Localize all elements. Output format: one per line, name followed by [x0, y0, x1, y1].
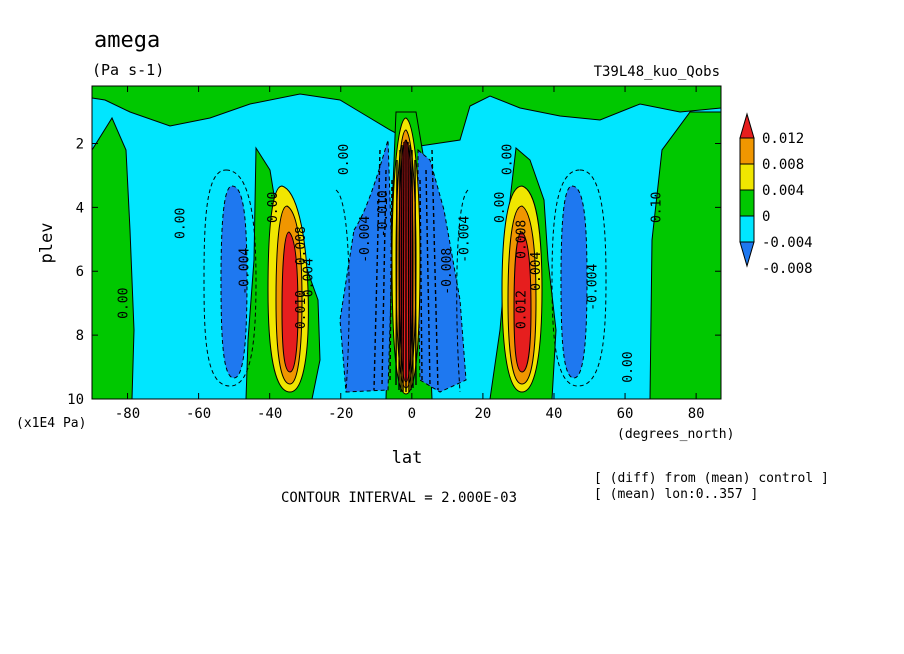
x-tick-label: 40: [546, 406, 563, 422]
contour-label: 0.00: [266, 192, 281, 223]
colorbar-label: 0.012: [762, 131, 804, 147]
y-tick-label: 8: [76, 328, 84, 344]
contour-label: 0.010: [294, 290, 309, 329]
colorbar-label: -0.004: [762, 235, 813, 251]
plot-frame: [91, 85, 722, 400]
x-axis: -80 -60 -40 -20 0 20 40 60 80: [115, 86, 705, 422]
y-axis-label: plev: [37, 223, 57, 264]
blue-south-cell: [220, 185, 248, 379]
y-tick-label: 4: [76, 200, 84, 216]
colorbar-box: [739, 163, 755, 191]
x-tick-label: 60: [617, 406, 634, 422]
colorbar-box: [739, 137, 755, 165]
colorbar-box: [739, 215, 755, 243]
contour-label: 0.00: [337, 144, 352, 175]
chart-title: amega: [94, 28, 160, 53]
x-tick-label: 0: [408, 406, 416, 422]
contour-label: 0.10: [650, 192, 665, 223]
contour-label: -0.008: [440, 248, 455, 295]
colorbar-label: -0.008: [762, 261, 813, 277]
green-south-column: [92, 116, 135, 399]
note-mean: [ (mean) lon:0..357 ]: [594, 487, 758, 502]
contour-label: 0.008: [294, 226, 309, 265]
contour-label: 0.00: [500, 144, 515, 175]
colorbar-label: 0.004: [762, 183, 804, 199]
dashed-contours: [203, 169, 607, 393]
x-tick-label: -80: [115, 406, 140, 422]
colorbar-bottom-arrow: [739, 241, 755, 268]
y-axis: 2 4 6 8 10: [67, 136, 721, 408]
colorbar-label: 0: [762, 209, 770, 225]
contour-label: 0.008: [515, 220, 530, 259]
equator-dense-contours: [373, 140, 439, 393]
chart-units: (Pa s-1): [92, 61, 164, 79]
contour-interval: CONTOUR INTERVAL = 2.000E-03: [281, 490, 517, 506]
contour-labels: 0.000.00-0.0040.000.0080.0040.0100.00-0.…: [117, 144, 665, 383]
contour-label: 0.00: [173, 208, 188, 239]
red-north-cell: [513, 231, 532, 373]
x-tick-label: 20: [474, 406, 491, 422]
x-axis-units: (degrees_north): [617, 427, 734, 442]
contour-label: 0.00: [117, 288, 132, 319]
experiment-label: T39L48_kuo_Qobs: [594, 64, 720, 80]
colorbar: -0.008 -0.004 0 0.004 0.008 0.012: [739, 112, 813, 277]
contour-label: 0.012: [515, 290, 530, 329]
contour-label: -0.004: [586, 264, 601, 311]
red-south-cell: [281, 231, 299, 373]
contour-label: 0.004: [529, 252, 544, 291]
x-tick-label: -20: [328, 406, 353, 422]
blue-north-cell: [560, 185, 588, 379]
x-tick-label: 80: [688, 406, 705, 422]
contour-label: 0.00: [493, 192, 508, 223]
south-subtropic-cell: [267, 185, 309, 393]
contour-label: 0.00: [621, 351, 636, 382]
green-north-column: [649, 111, 721, 399]
contour-label: -0.004: [458, 216, 473, 263]
y-tick-label: 10: [67, 392, 84, 408]
colorbar-box: [739, 189, 755, 217]
north-subtropic-cell: [501, 185, 543, 393]
x-tick-label: -40: [257, 406, 282, 422]
note-diff: [ (diff) from (mean) control ]: [594, 471, 829, 486]
contour-label: 0.004: [301, 258, 316, 297]
y-tick-label: 2: [76, 136, 84, 152]
x-tick-label: -60: [186, 406, 211, 422]
contour-label: -0.004: [237, 248, 252, 295]
colorbar-label: 0.008: [762, 157, 804, 173]
contour-label: -0.010: [376, 190, 391, 237]
x-axis-label: lat: [392, 448, 423, 468]
contour-label: -0.004: [358, 216, 373, 263]
blue-near-equator-south: [339, 139, 393, 393]
y-tick-label: 6: [76, 264, 84, 280]
colorbar-top-arrow: [739, 112, 755, 139]
plot-area: [92, 86, 721, 399]
y-axis-units: (x1E4 Pa): [16, 416, 86, 431]
